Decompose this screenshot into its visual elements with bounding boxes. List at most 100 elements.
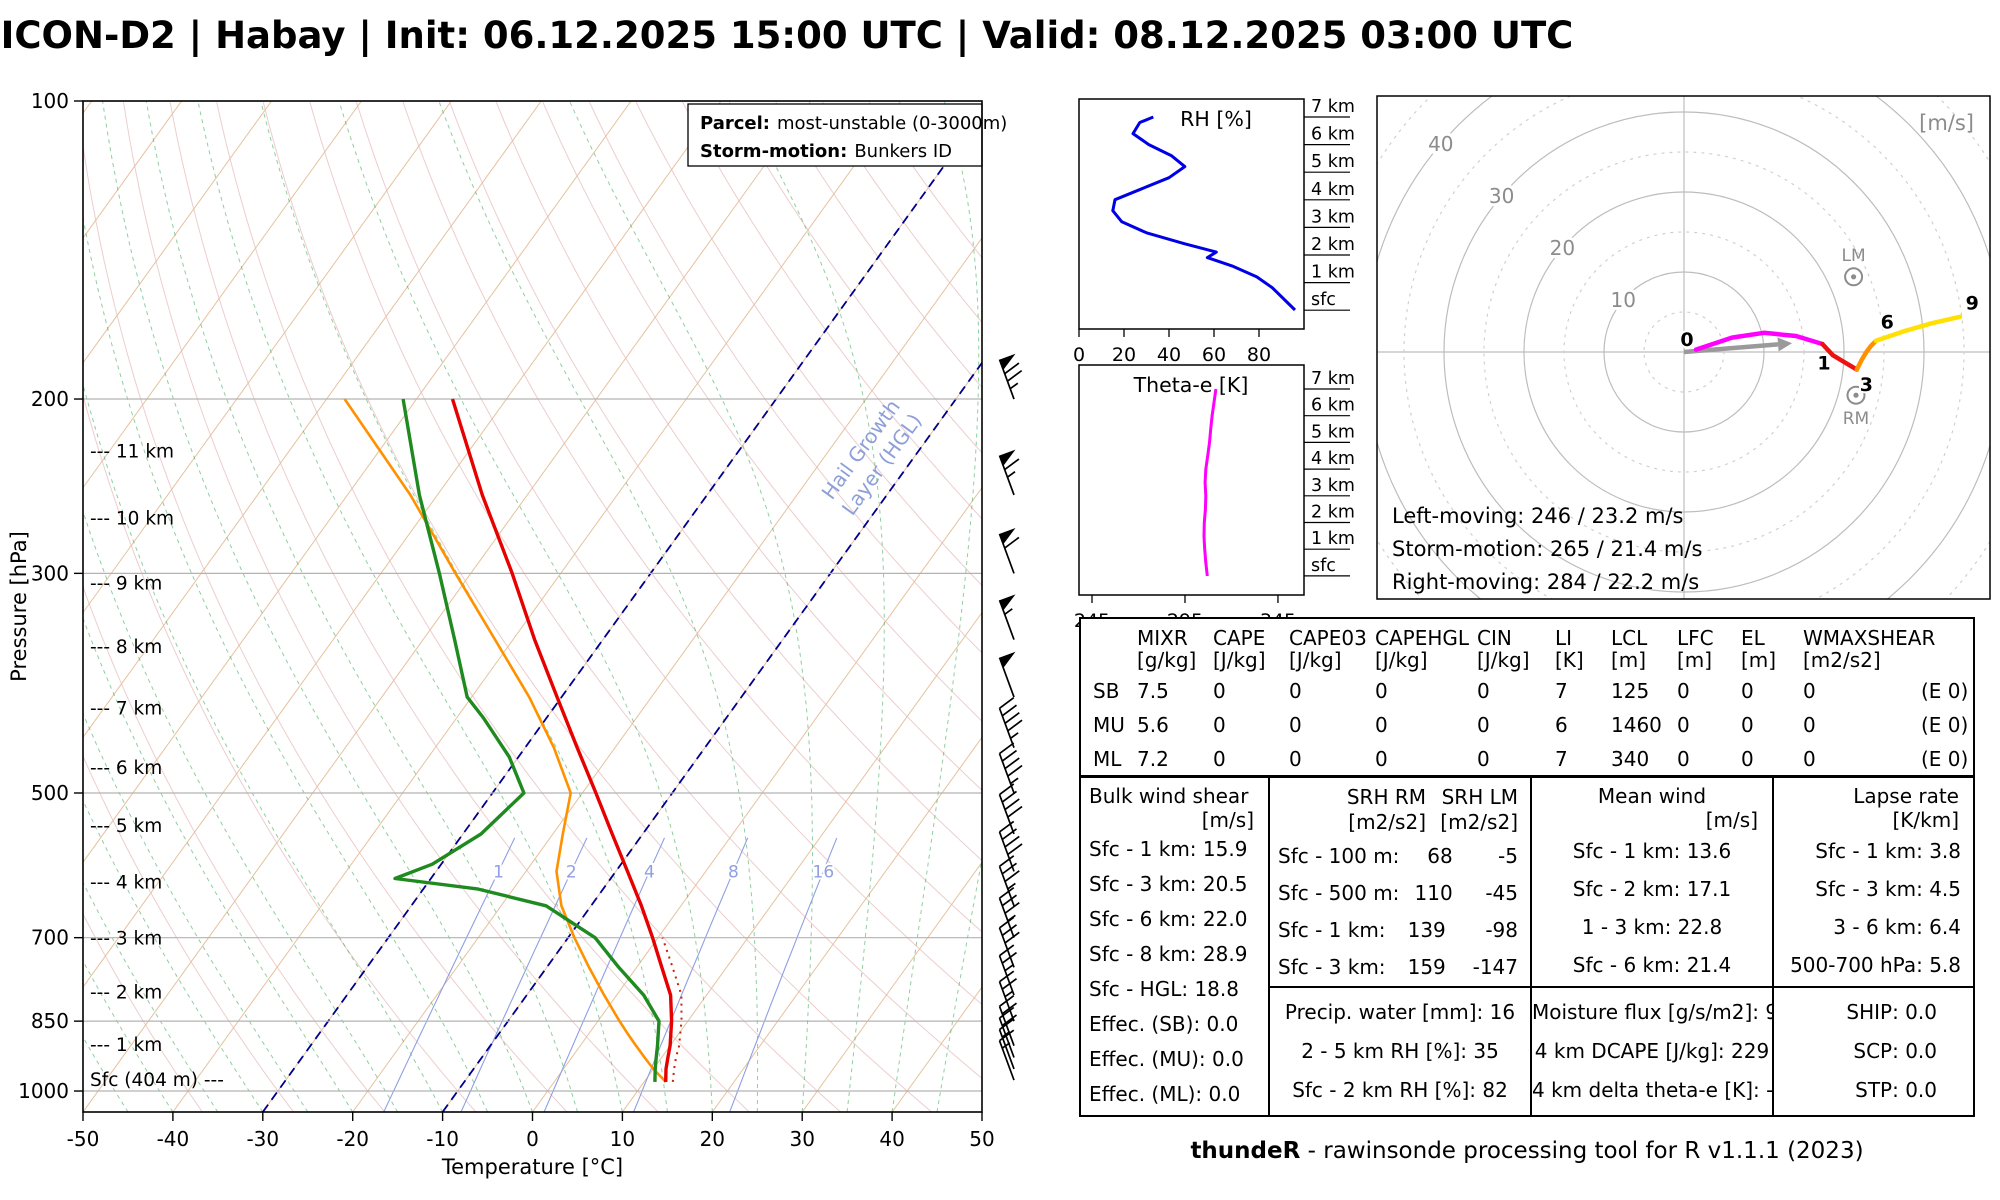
stat-row: SCP: 0.0 bbox=[1853, 1039, 1937, 1063]
col-unit: [J/kg] bbox=[1289, 648, 1342, 672]
pressure-tick-label: 300 bbox=[31, 561, 69, 585]
svg-text:0: 0 bbox=[1073, 344, 1085, 366]
height-label: Sfc (404 m) --- bbox=[90, 1070, 224, 1091]
value-cell: -147 bbox=[1472, 955, 1518, 979]
row-label: SB bbox=[1093, 679, 1120, 703]
col-name: WMAXSHEAR bbox=[1803, 626, 1936, 650]
thetae-level-label: 4 km bbox=[1311, 449, 1355, 469]
svg-text:20: 20 bbox=[1112, 344, 1136, 366]
thetae-level-label: 1 km bbox=[1311, 529, 1355, 549]
value-cell: 0 bbox=[1477, 713, 1490, 737]
x-axis-title: Temperature [°C] bbox=[441, 1155, 623, 1179]
header-cell: LFC [m] bbox=[1677, 627, 1741, 671]
indices-table: MIXR [g/kg] CAPE [J/kg] CAPE03 [J/kg] CAPEHGL[… bbox=[1079, 617, 1975, 777]
col-name: MIXR bbox=[1137, 626, 1188, 650]
stat-row: Moisture flux [g/s/m2]: 96 bbox=[1532, 1000, 1791, 1024]
height-label: --- 2 km bbox=[90, 982, 162, 1003]
col-unit: [m2/s2] bbox=[1803, 648, 1881, 672]
storm-motion-line: Storm-motion: 265 / 21.4 m/s bbox=[1392, 537, 1702, 561]
rh-level-label: 1 km bbox=[1311, 263, 1355, 283]
pressure-tick-label: 200 bbox=[31, 387, 69, 411]
svg-text:40: 40 bbox=[1157, 344, 1181, 366]
svg-text:4: 4 bbox=[644, 862, 655, 882]
pressure-tick-label: 700 bbox=[31, 926, 69, 950]
indices-row: ML 7.2 0 0 0 0 7 340 0 0 0 (E 0) bbox=[1081, 745, 1973, 773]
km-label: 6 bbox=[1881, 312, 1894, 334]
header-cell: LCL [m] bbox=[1611, 627, 1677, 671]
storm-marker bbox=[1844, 267, 1864, 287]
storm-marker bbox=[1846, 385, 1866, 405]
stat-row: SHIP: 0.0 bbox=[1846, 1000, 1937, 1024]
rh-level-label: 3 km bbox=[1311, 207, 1355, 227]
temperature-tick-label: -30 bbox=[246, 1127, 279, 1151]
value-cell: 5.6 bbox=[1137, 713, 1169, 737]
col-name: CIN bbox=[1477, 626, 1512, 650]
col-unit: [K] bbox=[1555, 648, 1584, 672]
pressure-tick-label: 850 bbox=[31, 1009, 69, 1033]
km-label: 9 bbox=[1966, 292, 1979, 314]
hodograph-segment bbox=[1873, 314, 1963, 344]
thetae-level-label: 3 km bbox=[1311, 476, 1355, 496]
value-cell: 68 bbox=[1427, 844, 1453, 868]
srh-header: SRH RM SRH LM bbox=[1270, 778, 1530, 810]
legend-box bbox=[687, 103, 983, 167]
header-cell: CAPE03 [J/kg] bbox=[1289, 627, 1375, 671]
stat-row: Sfc - 1 km: 3.8 bbox=[1815, 839, 1961, 863]
thetae-level-label: 5 km bbox=[1311, 422, 1355, 442]
col-unit: [m2/s2] bbox=[1348, 810, 1426, 834]
header-cell: EL [m] bbox=[1741, 627, 1803, 671]
stat-row: Sfc - 1 km: 13.6 bbox=[1572, 839, 1732, 863]
header-cell: WMAXSHEAR [m2/s2] bbox=[1803, 626, 1936, 672]
value-cell: 7.5 bbox=[1137, 679, 1169, 703]
svg-text:16: 16 bbox=[813, 862, 835, 882]
wind-barbs bbox=[998, 353, 1023, 1081]
stat-row: Effec. (SB): 0.0 bbox=[1089, 1012, 1239, 1036]
legend-storm-motion: Storm-motion: Bunkers ID bbox=[700, 141, 952, 162]
stat-row: 500-700 hPa: 5.8 bbox=[1790, 953, 1961, 977]
value-cell: 0 bbox=[1741, 679, 1754, 703]
value-cell: 0 bbox=[1677, 747, 1690, 771]
srh-units: [m2/s2] [m2/s2] bbox=[1270, 810, 1530, 838]
box-unit: [K/km] bbox=[1892, 808, 1959, 832]
value-cell: (E 0) bbox=[1921, 679, 1969, 703]
col-name: SRH RM bbox=[1346, 785, 1426, 809]
svg-text:1: 1 bbox=[493, 862, 504, 882]
stat-row: Effec. (MU): 0.0 bbox=[1089, 1047, 1244, 1071]
col-name: CAPEHGL bbox=[1375, 626, 1470, 650]
rh-level-label: 4 km bbox=[1311, 180, 1355, 200]
hodograph-segment bbox=[1820, 341, 1860, 372]
hodograph-segment bbox=[1854, 338, 1879, 372]
temperature-tick-label: -20 bbox=[336, 1127, 369, 1151]
stat-row: 4 km DCAPE [J/kg]: 229 bbox=[1534, 1039, 1770, 1063]
row-label: Sfc - 500 m: bbox=[1278, 881, 1400, 905]
value-cell: 0 bbox=[1677, 679, 1690, 703]
value-cell: (E 0) bbox=[1921, 713, 1969, 737]
temperature-curve bbox=[450, 398, 674, 1082]
footer-text: - rawinsonde processing tool for R v1.1.… bbox=[1300, 1138, 1864, 1164]
row-label: Sfc - 1 km: bbox=[1278, 918, 1386, 942]
col-unit: [J/kg] bbox=[1477, 648, 1530, 672]
moisture-flux-box: Moisture flux [g/s/m2]: 96 4 km DCAPE [J/… bbox=[1530, 986, 1791, 1117]
pressure-tick-label: 1000 bbox=[18, 1079, 69, 1103]
stat-row: 4 km delta theta-e [K]: -3 bbox=[1532, 1078, 1787, 1102]
rh-level-label: 2 km bbox=[1311, 235, 1355, 255]
header-cell bbox=[1093, 627, 1137, 671]
header-cell: CAPEHGL [J/kg] bbox=[1375, 627, 1477, 671]
mean-wind-table: Mean wind [m/s] Sfc - 1 km: 13.6 Sfc - 2 km… bbox=[1530, 776, 1774, 988]
value-cell: 125 bbox=[1611, 679, 1650, 703]
stat-row: 2 - 5 km RH [%]: 35 bbox=[1301, 1039, 1499, 1063]
virtual-temp-curve bbox=[661, 937, 683, 1083]
temperature-tick-label: 10 bbox=[610, 1127, 635, 1151]
stat-row: Sfc - 1 km: 139 -98 bbox=[1270, 912, 1530, 949]
col-unit: [m2/s2] bbox=[1440, 810, 1518, 834]
thetae-panel: Theta-e [K]2452953457 km6 km5 km4 km3 km… bbox=[1074, 364, 1355, 632]
stat-row: 3 - 6 km: 6.4 bbox=[1833, 915, 1961, 939]
storm-marker-label: LM bbox=[1842, 246, 1866, 266]
km-label: 3 bbox=[1860, 374, 1873, 396]
stat-row: Sfc - HGL: 18.8 bbox=[1089, 977, 1239, 1001]
value-cell: 0 bbox=[1213, 679, 1226, 703]
y-axis-title: Pressure [hPa] bbox=[7, 531, 31, 682]
